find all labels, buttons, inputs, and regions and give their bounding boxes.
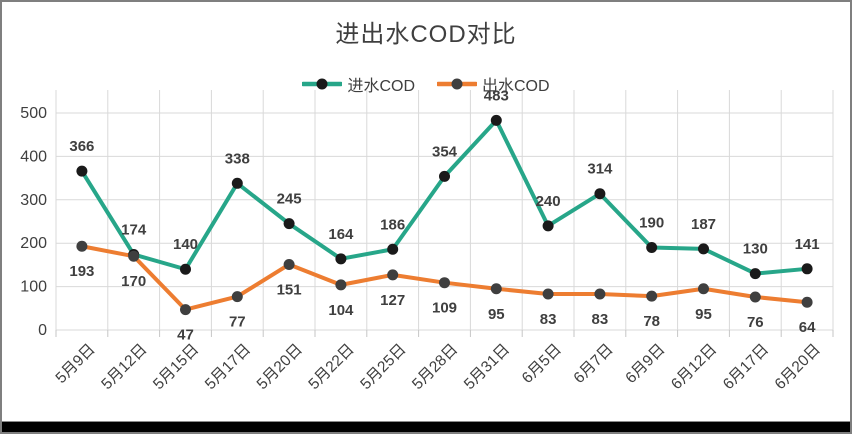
data-label: 354 <box>432 143 458 160</box>
legend-marker-icon <box>437 78 477 90</box>
y-axis-label: 0 <box>38 322 47 339</box>
data-label: 76 <box>747 314 764 331</box>
data-point-1[interactable] <box>231 291 243 303</box>
data-label: 77 <box>229 314 246 331</box>
x-axis-label[interactable]: 6月7日 <box>571 341 617 387</box>
data-label: 130 <box>743 241 768 258</box>
data-point-0[interactable] <box>749 268 761 280</box>
line-chart-plot: 366 174 140 338 245 164 186 354 483 240 314 190 187 1… <box>20 87 834 393</box>
data-label: 245 <box>277 191 302 208</box>
data-point-1[interactable] <box>646 290 658 302</box>
data-label: 78 <box>643 313 660 330</box>
data-point-1[interactable] <box>387 269 399 281</box>
y-axis-label: 200 <box>20 235 47 252</box>
data-label: 186 <box>380 216 405 233</box>
data-label: 174 <box>121 221 147 238</box>
data-label: 151 <box>277 281 302 298</box>
data-label: 190 <box>639 215 664 232</box>
x-axis-label[interactable]: 5月15日 <box>150 341 202 393</box>
data-point-1[interactable] <box>801 296 813 308</box>
x-axis-label[interactable]: 6月20日 <box>772 341 824 393</box>
data-label: 83 <box>540 311 557 328</box>
data-point-0[interactable] <box>801 263 813 275</box>
data-label: 240 <box>536 193 561 210</box>
data-point-1[interactable] <box>335 279 347 291</box>
data-label: 141 <box>795 236 820 253</box>
legend-item-0[interactable]: 进水COD <box>302 72 415 96</box>
legend-label: 出水COD <box>482 78 550 95</box>
data-label: 104 <box>328 302 354 319</box>
legend-item-1[interactable]: 出水COD <box>437 72 550 96</box>
data-label: 164 <box>328 226 354 243</box>
data-point-1[interactable] <box>749 291 761 303</box>
data-label: 95 <box>695 306 712 323</box>
legend-label: 进水COD <box>347 78 415 95</box>
data-point-1[interactable] <box>594 288 606 300</box>
data-point-0[interactable] <box>231 177 243 189</box>
x-axis-label[interactable]: 5月12日 <box>98 341 150 393</box>
data-point-0[interactable] <box>335 253 347 265</box>
data-point-1[interactable] <box>542 288 554 300</box>
data-point-0[interactable] <box>646 242 658 254</box>
data-point-0[interactable] <box>387 243 399 255</box>
data-point-0[interactable] <box>542 220 554 232</box>
legend: 进水COD 出水COD <box>2 72 850 96</box>
data-label: 109 <box>432 300 457 317</box>
x-axis-label[interactable]: 5月31日 <box>461 341 513 393</box>
data-label: 314 <box>587 161 613 178</box>
y-axis-label: 100 <box>20 279 47 296</box>
x-axis-label[interactable]: 5月25日 <box>357 341 409 393</box>
x-axis-label[interactable]: 5月22日 <box>305 341 357 393</box>
x-axis-label[interactable]: 6月5日 <box>519 341 565 387</box>
data-label: 47 <box>177 327 194 344</box>
data-label: 83 <box>592 311 609 328</box>
data-point-1[interactable] <box>76 240 88 252</box>
x-axis-label[interactable]: 6月9日 <box>622 341 668 387</box>
chart-title: 进出水COD对比 <box>335 21 517 48</box>
data-label: 187 <box>691 216 716 233</box>
data-point-0[interactable] <box>76 165 88 177</box>
data-label: 127 <box>380 292 405 309</box>
legend-marker-icon <box>302 78 343 90</box>
data-label: 64 <box>799 319 816 336</box>
data-point-1[interactable] <box>490 283 502 295</box>
x-axis-label[interactable]: 6月12日 <box>668 341 720 393</box>
y-axis-label: 500 <box>20 105 47 122</box>
data-point-1[interactable] <box>698 283 709 295</box>
data-point-0[interactable] <box>180 263 191 275</box>
bottom-black-bar <box>2 421 850 432</box>
data-label: 140 <box>173 236 198 253</box>
x-axis-label[interactable]: 5月28日 <box>409 341 461 393</box>
data-label: 170 <box>121 273 146 290</box>
data-label: 483 <box>484 87 509 104</box>
x-axis-label[interactable]: 6月17日 <box>720 341 772 393</box>
data-point-0[interactable] <box>594 188 606 200</box>
data-point-1[interactable] <box>283 258 295 270</box>
data-label: 366 <box>69 138 94 155</box>
data-point-1[interactable] <box>128 250 140 262</box>
data-label: 338 <box>225 150 250 167</box>
x-axis-label[interactable]: 5月20日 <box>254 341 306 393</box>
y-axis-label: 400 <box>20 148 47 165</box>
data-point-0[interactable] <box>439 170 450 182</box>
y-axis-label: 300 <box>20 192 47 209</box>
data-point-1[interactable] <box>180 304 191 316</box>
x-axis-label[interactable]: 5月17日 <box>202 341 254 393</box>
data-point-0[interactable] <box>283 218 295 230</box>
data-point-1[interactable] <box>439 277 450 289</box>
x-axis-label[interactable]: 5月9日 <box>53 341 99 387</box>
data-point-0[interactable] <box>490 114 502 126</box>
data-label: 193 <box>69 263 94 280</box>
data-point-0[interactable] <box>698 243 709 255</box>
data-label: 95 <box>488 306 505 323</box>
